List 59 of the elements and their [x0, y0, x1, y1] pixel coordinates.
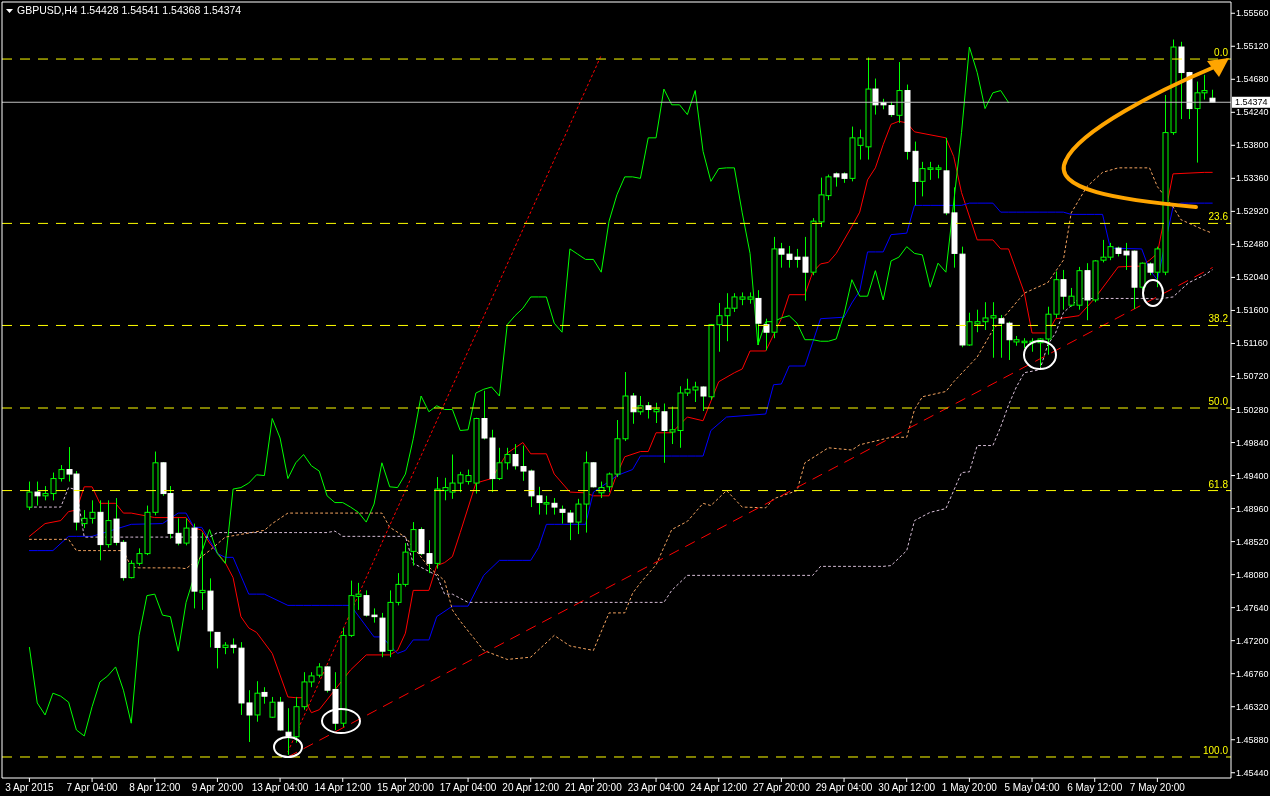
x-tick-label: 17 Apr 04:00	[439, 782, 497, 793]
x-tick-label: 9 Apr 20:00	[191, 782, 244, 793]
annotation: 61.8	[1208, 478, 1229, 490]
x-tick-label: 15 Apr 20:00	[377, 782, 435, 793]
candlestick	[254, 680, 261, 723]
y-tick-label: 1.49400	[1236, 470, 1269, 481]
y-tick-label: 1.47640	[1236, 602, 1269, 613]
chart-title: GBPUSD,H4 1.54428 1.54541 1.54368 1.54374	[17, 4, 242, 16]
ref-line-label: 1.54374	[1235, 97, 1268, 108]
x-tick-label: 27 Apr 20:00	[753, 782, 811, 793]
y-tick-label: 1.51600	[1236, 305, 1269, 316]
candlestick	[26, 481, 33, 511]
x-tick-label: 3 Apr 2015	[5, 782, 55, 793]
annotation: 38.2	[1208, 313, 1229, 325]
annotation: 23.6	[1208, 211, 1229, 223]
y-tick-label: 1.54240	[1236, 107, 1269, 118]
y-tick-label: 1.45440	[1236, 767, 1269, 778]
line-series	[28, 46, 1010, 737]
candlestick	[269, 696, 276, 719]
x-tick-label: 6 May 12:00	[1067, 782, 1123, 793]
y-tick-label: 1.55120	[1236, 41, 1269, 52]
y-tick-label: 1.53360	[1236, 173, 1269, 184]
y-tick-label: 1.50720	[1236, 371, 1269, 382]
candlestick	[199, 532, 206, 611]
y-tick-label: 1.55560	[1236, 8, 1269, 19]
annotation: 0.0	[1214, 47, 1229, 59]
y-tick-label: 1.47200	[1236, 635, 1269, 646]
x-tick-label: 21 Apr 20:00	[565, 782, 623, 793]
candlestick	[183, 517, 190, 546]
annotation: 50.0	[1208, 396, 1229, 408]
x-tick-label: 7 May 20:00	[1129, 782, 1186, 793]
y-tick-label: 1.52480	[1236, 239, 1269, 250]
y-tick-label: 1.50280	[1236, 404, 1269, 415]
candlestick	[653, 402, 660, 424]
y-tick-label: 1.52040	[1236, 272, 1269, 283]
x-tick-label: 24 Apr 12:00	[690, 782, 748, 793]
x-tick-label: 29 Apr 04:00	[815, 782, 873, 793]
x-tick-label: 14 Apr 12:00	[314, 782, 372, 793]
x-tick-label: 20 Apr 12:00	[502, 782, 560, 793]
y-tick-label: 1.53800	[1236, 140, 1269, 151]
x-tick-label: 13 Apr 04:00	[251, 782, 309, 793]
y-tick-label: 1.45880	[1236, 734, 1269, 745]
x-tick-label: 7 Apr 04:00	[66, 782, 119, 793]
y-tick-label: 1.49840	[1236, 437, 1269, 448]
y-tick-label: 1.46320	[1236, 701, 1269, 712]
y-tick-label: 1.48960	[1236, 503, 1269, 514]
y-tick-label: 1.48080	[1236, 569, 1269, 580]
x-tick-label: 23 Apr 04:00	[627, 782, 685, 793]
x-tick-label: 30 Apr 12:00	[878, 782, 936, 793]
y-tick-label: 1.54680	[1236, 74, 1269, 85]
y-tick-label: 1.51160	[1236, 338, 1268, 349]
y-tick-label: 1.52920	[1236, 206, 1269, 217]
x-tick-label: 1 May 20:00	[941, 782, 998, 793]
y-tick-label: 1.48520	[1236, 536, 1269, 547]
y-tick-label: 1.46760	[1236, 668, 1269, 679]
x-tick-label: 8 Apr 12:00	[129, 782, 181, 793]
x-tick-label: 5 May 04:00	[1004, 782, 1060, 793]
annotation: 100.0	[1202, 744, 1229, 756]
candlestick	[543, 495, 550, 516]
